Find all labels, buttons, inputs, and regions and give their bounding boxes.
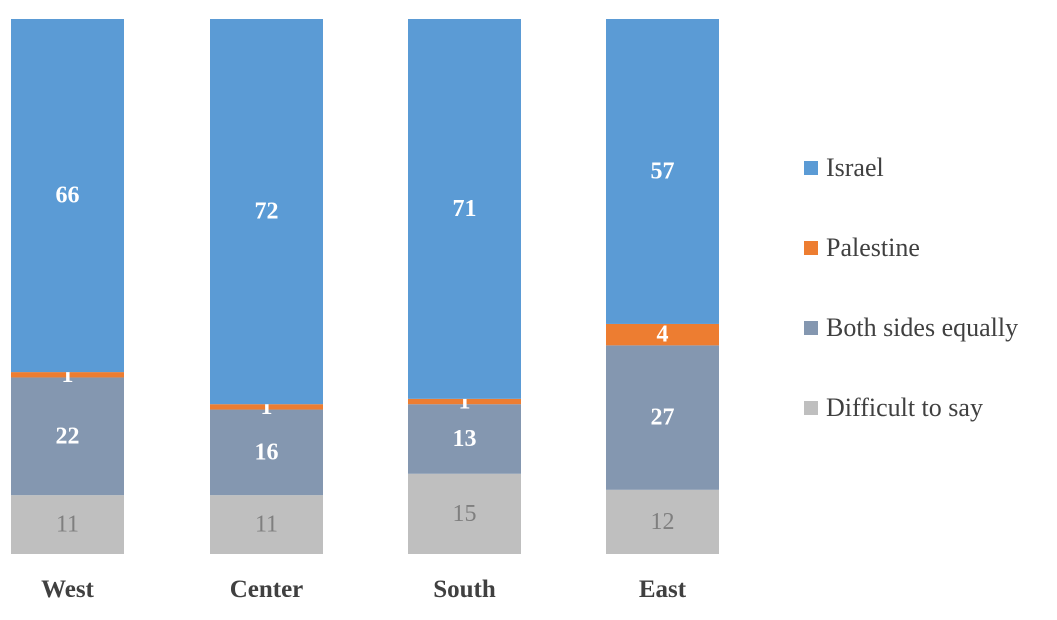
legend-item-difficult-to-say: Difficult to say xyxy=(804,388,1018,428)
category-label-south: South xyxy=(433,576,496,603)
legend-swatch-israel xyxy=(804,161,818,175)
legend-swatch-both-sides-equally xyxy=(804,321,818,335)
legend-swatch-difficult-to-say xyxy=(804,401,818,415)
legend-label-israel: Israel xyxy=(826,153,884,182)
legend-item-israel: Israel xyxy=(804,148,1018,188)
bar-center-palestine xyxy=(210,404,323,410)
bar-south-israel xyxy=(408,19,521,399)
data-label-west-both-sides-equally: 22 xyxy=(56,423,80,449)
bar-east-difficult-to-say xyxy=(606,489,719,554)
bar-west-both-sides-equally xyxy=(11,377,124,496)
bar-center-both-sides-equally xyxy=(210,409,323,496)
bar-west-palestine xyxy=(11,372,124,378)
legend-item-palestine: Palestine xyxy=(804,228,1018,268)
legend-label-palestine: Palestine xyxy=(826,233,920,262)
category-label-center: Center xyxy=(230,576,304,603)
bar-east-israel xyxy=(606,19,719,324)
bar-south-difficult-to-say xyxy=(408,473,521,554)
legend-swatch-palestine xyxy=(804,241,818,255)
data-label-east-difficult-to-say: 12 xyxy=(651,509,675,535)
legend-label-both-sides-equally: Both sides equally xyxy=(826,313,1019,342)
data-label-center-both-sides-equally: 16 xyxy=(255,439,279,465)
category-label-east: East xyxy=(639,576,687,603)
data-label-south-israel: 71 xyxy=(453,196,477,222)
bar-south-palestine xyxy=(408,398,521,405)
legend-item-both-sides-equally: Both sides equally xyxy=(804,308,1018,348)
data-label-east-both-sides-equally: 27 xyxy=(651,405,675,431)
bar-west-difficult-to-say xyxy=(11,495,124,554)
bar-east-both-sides-equally xyxy=(606,345,719,490)
data-label-east-palestine: 4 xyxy=(657,322,669,348)
data-label-east-israel: 57 xyxy=(651,158,675,184)
data-label-center-israel: 72 xyxy=(255,199,279,225)
bar-west-israel xyxy=(11,19,124,373)
bar-center-israel xyxy=(210,19,323,405)
legend: Israel Palestine Both sides equally Difficu… xyxy=(804,148,1018,428)
bar-east-palestine xyxy=(606,323,719,346)
data-label-west-israel: 66 xyxy=(56,183,80,209)
data-label-west-difficult-to-say: 11 xyxy=(56,512,79,538)
data-label-south-both-sides-equally: 13 xyxy=(453,426,477,452)
legend-label-difficult-to-say: Difficult to say xyxy=(826,393,983,422)
category-label-west: West xyxy=(41,576,94,603)
data-label-south-difficult-to-say: 15 xyxy=(453,501,477,527)
bar-south-both-sides-equally xyxy=(408,404,521,474)
data-label-center-difficult-to-say: 11 xyxy=(255,512,278,538)
bar-center-difficult-to-say xyxy=(210,495,323,554)
